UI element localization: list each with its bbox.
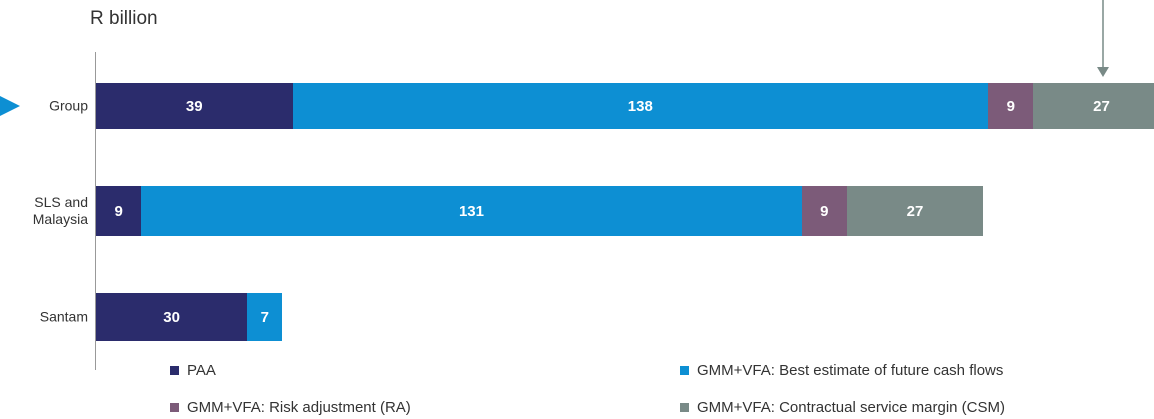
legend-item: PAA — [170, 362, 216, 379]
data-label: 39 — [185, 97, 203, 115]
legend-swatch — [170, 366, 179, 375]
data-label: 9 — [820, 202, 829, 220]
y-tick-label: Santam — [39, 308, 88, 325]
data-label: 131 — [458, 202, 484, 220]
bar-segment: 9 — [801, 186, 847, 236]
data-label: 30 — [163, 308, 180, 326]
arrow-head — [1097, 67, 1109, 77]
legend-item: GMM+VFA: Contractual service margin (CSM… — [680, 399, 1005, 416]
bar-segment: 7 — [247, 293, 283, 341]
data-label: 7 — [260, 308, 269, 326]
legend-label: GMM+VFA: Risk adjustment (RA) — [187, 399, 411, 416]
bar-segment: 131 — [141, 186, 802, 236]
bar-segment: 30 — [96, 293, 248, 341]
data-label: 138 — [627, 97, 653, 115]
axis-line — [95, 52, 96, 370]
legend-swatch — [680, 366, 689, 375]
data-label: 27 — [1093, 97, 1110, 115]
legend-label: GMM+VFA: Best estimate of future cash fl… — [697, 362, 1004, 379]
y-tick-label: Group — [49, 97, 88, 114]
bar-segment: 138 — [292, 83, 989, 129]
legend-swatch — [680, 403, 689, 412]
data-label: 9 — [1006, 97, 1015, 115]
pointer — [0, 96, 20, 116]
bar-segment: 9 — [96, 186, 142, 236]
data-label: 9 — [114, 202, 123, 220]
chart-title: R billion — [90, 8, 158, 29]
legend-item: GMM+VFA: Risk adjustment (RA) — [170, 399, 411, 416]
legend-item: GMM+VFA: Best estimate of future cash fl… — [680, 362, 1003, 379]
bar-segment: 27 — [846, 186, 984, 236]
legend-swatch — [170, 403, 179, 412]
bar-segment: 27 — [1033, 83, 1154, 129]
data-label: 27 — [906, 202, 924, 220]
y-tick-label: SLS and Malaysia — [32, 194, 88, 227]
legend-label: PAA — [187, 362, 216, 379]
legend-label: GMM+VFA: Contractual service margin (CSM… — [697, 399, 1005, 416]
bar-segment: 39 — [96, 83, 293, 129]
bar-segment: 9 — [988, 83, 1034, 129]
